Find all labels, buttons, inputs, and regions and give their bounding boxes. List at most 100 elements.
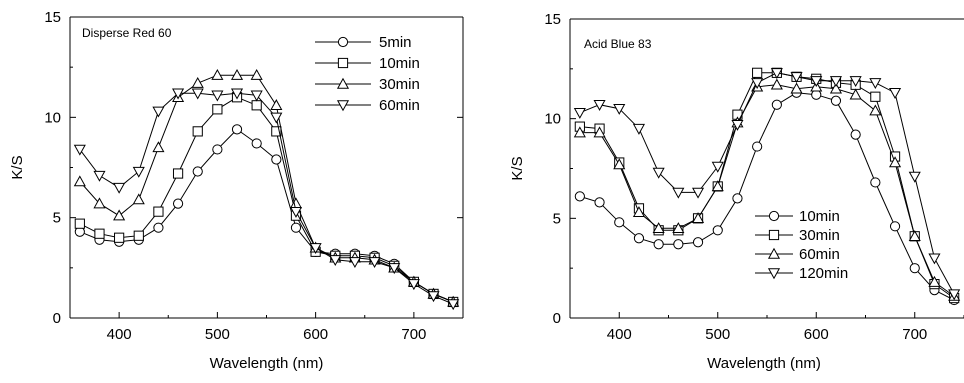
data-point xyxy=(810,76,823,88)
data-point xyxy=(113,182,126,194)
data-point xyxy=(211,90,224,102)
data-point xyxy=(613,158,626,170)
series-10min xyxy=(574,87,960,306)
data-point xyxy=(289,206,303,218)
data-point xyxy=(870,91,881,102)
legend-marker xyxy=(767,268,781,280)
data-point xyxy=(271,126,282,137)
data-point xyxy=(928,275,941,287)
data-point xyxy=(652,167,665,179)
data-point xyxy=(114,232,125,243)
data-point xyxy=(849,88,862,100)
data-point xyxy=(672,187,685,199)
data-point xyxy=(329,255,342,267)
data-point xyxy=(172,198,184,209)
data-point xyxy=(93,197,106,209)
x-tick-label: 700 xyxy=(401,326,426,343)
data-point xyxy=(692,212,705,224)
dye-annotation: Disperse Red 60 xyxy=(82,26,172,40)
data-point xyxy=(673,239,684,250)
y-tick-label: 5 xyxy=(53,210,61,227)
series-line xyxy=(579,92,955,301)
data-point xyxy=(192,166,203,177)
series-line xyxy=(79,128,454,303)
chart-panel-2: 0 5 10 15 400 500 600 700 Wavelength (nm) K/S Acid… xyxy=(509,11,964,372)
y-tick-label: 0 xyxy=(553,310,561,327)
data-point xyxy=(192,126,203,137)
data-point xyxy=(427,291,440,303)
data-point xyxy=(632,206,645,218)
data-point xyxy=(732,193,743,204)
legend-label: 60min xyxy=(379,97,420,114)
y-tick-label: 5 xyxy=(553,210,561,227)
y-tick-label: 15 xyxy=(544,11,561,28)
legend-marker xyxy=(337,36,349,48)
data-point xyxy=(132,193,145,205)
x-tick-label: 400 xyxy=(107,326,132,343)
data-point xyxy=(614,217,625,228)
data-point xyxy=(870,177,881,188)
data-point xyxy=(771,99,782,110)
data-point xyxy=(752,67,763,78)
data-point xyxy=(388,263,401,275)
y-axis-label: K/S xyxy=(509,156,526,180)
data-point xyxy=(73,144,86,156)
data-point xyxy=(348,257,361,269)
data-point xyxy=(270,99,283,110)
data-point xyxy=(153,206,164,217)
data-point xyxy=(712,225,723,236)
x-tick-label: 700 xyxy=(902,326,927,343)
data-point xyxy=(132,166,145,178)
data-point xyxy=(830,95,842,106)
y-tick-label: 15 xyxy=(44,9,61,26)
legend-label: 120min xyxy=(799,265,848,282)
data-point xyxy=(172,168,184,179)
data-point xyxy=(152,106,165,118)
data-point xyxy=(889,88,902,99)
data-point xyxy=(74,218,85,229)
y-axis-label: K/S xyxy=(9,155,26,179)
data-point xyxy=(290,222,302,233)
data-point xyxy=(447,299,460,311)
data-point xyxy=(692,187,705,199)
data-point xyxy=(94,228,105,239)
x-tick-label: 500 xyxy=(705,326,730,343)
data-point xyxy=(908,171,921,183)
series-line xyxy=(579,72,955,295)
x-axis-label: Wavelength (nm) xyxy=(707,355,821,372)
data-point xyxy=(829,76,842,88)
data-point xyxy=(368,257,381,269)
data-point xyxy=(191,88,204,100)
data-point xyxy=(309,243,322,254)
dye-annotation: Acid Blue 83 xyxy=(584,37,652,51)
legend-marker xyxy=(336,100,350,112)
data-point xyxy=(711,180,724,192)
data-point xyxy=(191,76,204,88)
data-point xyxy=(653,239,664,250)
data-point xyxy=(574,191,585,202)
legend-marker xyxy=(336,77,350,89)
x-tick-label: 400 xyxy=(607,326,632,343)
data-point xyxy=(73,175,86,187)
series-line xyxy=(579,84,955,297)
legend-label: 5min xyxy=(379,34,412,51)
legend-marker xyxy=(767,247,781,259)
y-tick-label: 10 xyxy=(544,111,561,128)
data-point xyxy=(770,78,783,90)
data-point xyxy=(407,279,420,291)
data-point xyxy=(230,88,244,100)
legend-label: 30min xyxy=(799,227,840,244)
legend: 5min 10min 30min 60min xyxy=(315,34,420,114)
data-point xyxy=(172,88,185,100)
x-tick-label: 600 xyxy=(303,326,328,343)
data-point xyxy=(573,107,586,119)
data-point xyxy=(652,222,665,233)
data-point xyxy=(211,68,224,80)
data-point xyxy=(250,90,263,102)
data-point xyxy=(593,100,606,111)
data-point xyxy=(909,263,920,274)
series-120min xyxy=(573,68,961,301)
data-point xyxy=(711,161,724,173)
data-point xyxy=(633,233,645,244)
